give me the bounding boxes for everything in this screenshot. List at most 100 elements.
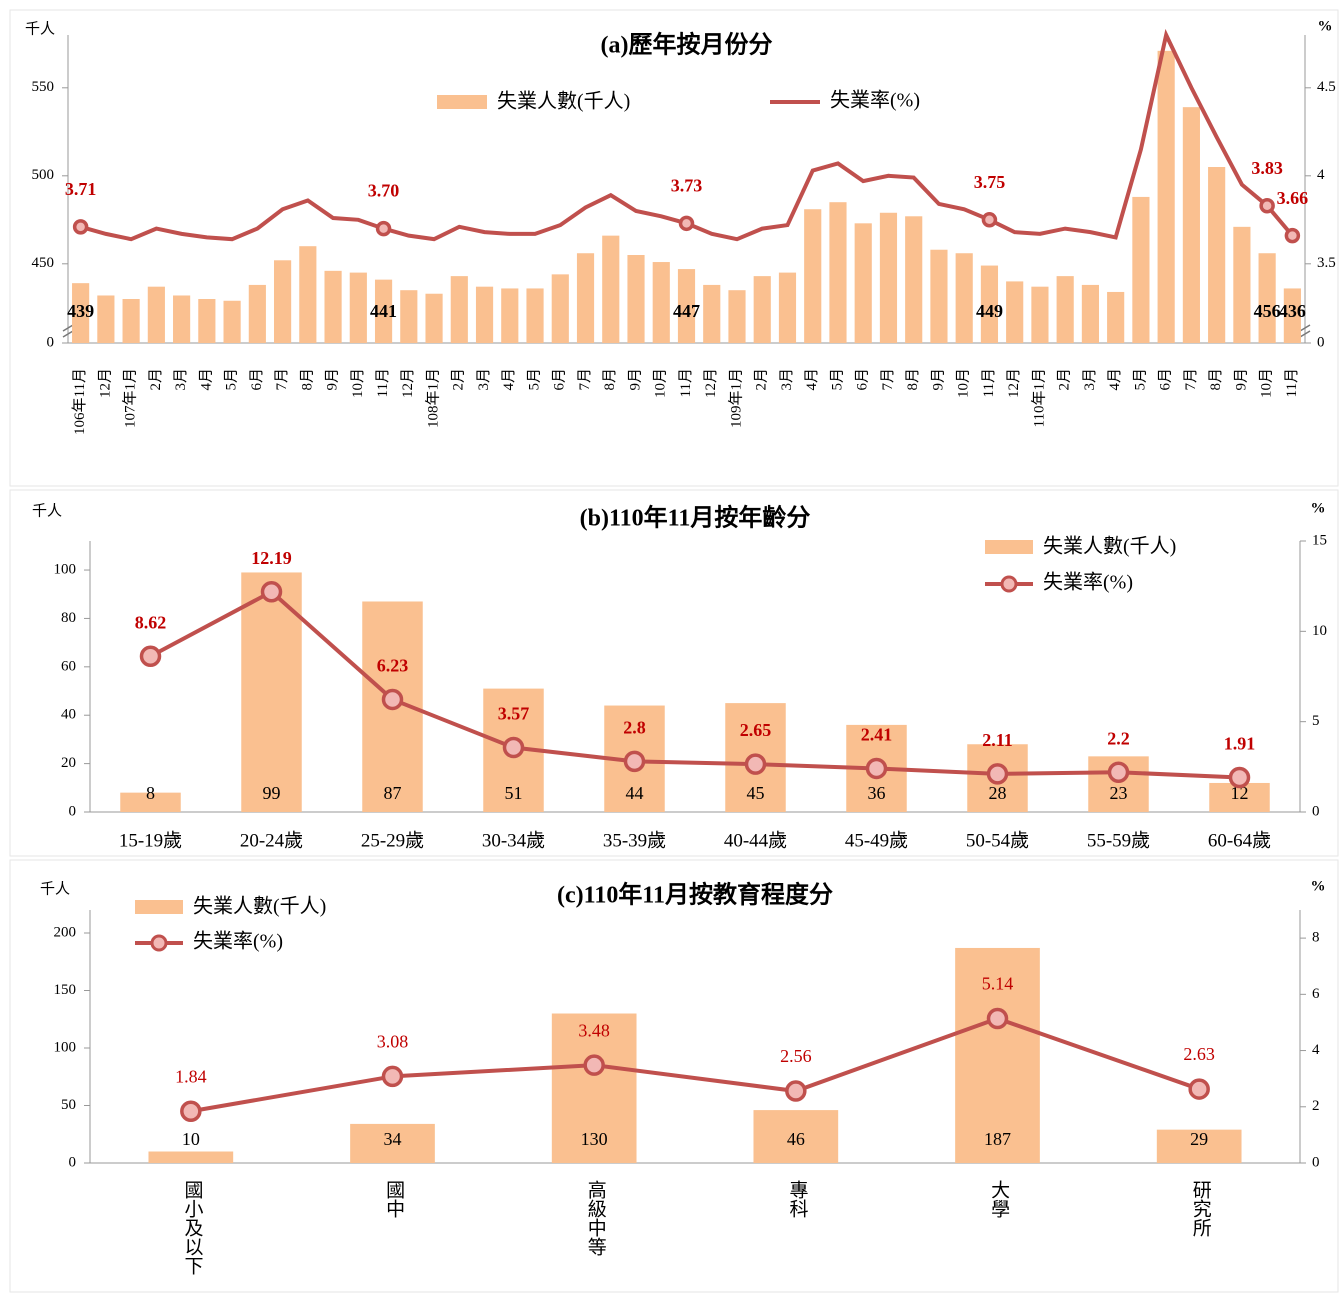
bar: [147, 286, 165, 343]
rate-value-label: 2.41: [861, 725, 893, 745]
rate-marker: [583, 1054, 605, 1076]
bar: [1006, 281, 1024, 343]
bar: [576, 253, 595, 343]
x-tick-label: 35-39歲: [603, 829, 666, 851]
x-tick-label: 8月: [1208, 368, 1224, 391]
x-tick-label: 11月: [981, 368, 997, 397]
bar: [627, 255, 645, 343]
bar-value-label: 36: [868, 783, 886, 803]
rate-marker: [260, 581, 283, 603]
bar: [120, 792, 181, 812]
x-tick-label: 9月: [930, 368, 946, 391]
bar-value-label: 46: [787, 1129, 805, 1149]
bar-value-label: 51: [505, 783, 523, 803]
x-tick-label: 10月: [1259, 368, 1275, 398]
panel-border: [9, 859, 1339, 1293]
bar: [854, 223, 872, 343]
bar: [350, 1123, 435, 1163]
bar: [148, 1151, 234, 1163]
bar: [475, 286, 494, 343]
y2-tick-label: 4: [1312, 1042, 1320, 1058]
bar-value-label: 436: [1279, 301, 1306, 321]
x-tick-label: 研究所: [1190, 1180, 1212, 1237]
y2-tick-label: 10: [1312, 623, 1327, 639]
rate-marker: [502, 736, 525, 759]
bar: [400, 290, 418, 343]
rate-value-label: 12.19: [251, 548, 292, 568]
y2-unit: %: [1311, 500, 1326, 516]
y2-tick-label: 0: [1317, 334, 1325, 350]
x-tick-label: 110年1月: [1030, 368, 1047, 427]
bar: [324, 270, 342, 343]
panel-border: [9, 9, 1339, 487]
x-tick-label: 國小及以下: [181, 1180, 203, 1275]
bar: [677, 269, 696, 343]
bar: [652, 262, 670, 343]
y2-tick-label: 3.5: [1317, 255, 1336, 271]
rate-value-label: 3.83: [1251, 158, 1283, 178]
x-tick-label: 8月: [905, 368, 921, 391]
bar: [1056, 276, 1074, 343]
rate-marker: [1188, 1078, 1210, 1100]
rate-marker: [1228, 766, 1251, 789]
rate-marker: [381, 1065, 404, 1088]
x-tick-label: 11月: [1284, 368, 1300, 397]
legend-label: 失業率(%): [830, 89, 920, 112]
x-tick-label: 8月: [299, 368, 315, 391]
y2-tick-label: 5: [1312, 713, 1320, 729]
x-tick-label: 55-59歲: [1087, 829, 1150, 851]
bar: [905, 216, 923, 343]
x-tick-label: 專科: [786, 1180, 808, 1218]
bar-value-label: 99: [263, 783, 281, 803]
y-tick-label: 0: [69, 1154, 77, 1170]
x-tick-label: 108年1月: [424, 368, 441, 428]
chart-title: (c)110年11月按教育程度分: [557, 881, 833, 909]
x-tick-label: 9月: [1233, 368, 1249, 391]
bar: [248, 284, 266, 343]
bar-value-label: 12: [1231, 783, 1249, 803]
x-tick-label: 3月: [1082, 368, 1098, 391]
x-tick-label: 7月: [274, 368, 290, 391]
bar: [778, 272, 797, 343]
x-tick-label: 60-64歲: [1208, 829, 1271, 851]
y-unit: 千人: [25, 20, 55, 37]
legend-label: 失業率(%): [1043, 571, 1133, 594]
rate-value-label: 2.56: [780, 1046, 812, 1066]
rate-marker: [1259, 197, 1275, 214]
rate-marker: [986, 1007, 1009, 1030]
bar-value-label: 456: [1254, 301, 1281, 321]
y-tick-label: 0: [47, 334, 55, 350]
y-tick-label: 500: [32, 167, 55, 183]
rate-value-label: 3.08: [377, 1032, 409, 1052]
rate-marker: [865, 757, 888, 780]
x-tick-label: 30-34歲: [482, 829, 545, 851]
rate-value-label: 3.48: [578, 1020, 610, 1040]
x-tick-label: 2月: [754, 368, 770, 391]
bar: [122, 299, 140, 343]
x-tick-label: 4月: [1107, 368, 1123, 391]
legend-marker: [1000, 575, 1018, 593]
x-tick-label: 7月: [880, 368, 896, 391]
x-tick-label: 109年1月: [727, 368, 744, 428]
bar: [1031, 286, 1049, 343]
rate-line: [190, 1016, 1200, 1114]
rate-marker: [1284, 227, 1301, 244]
x-tick-label: 6月: [552, 368, 568, 391]
y-tick-label: 50: [61, 1097, 76, 1113]
y2-unit: %: [1318, 18, 1333, 34]
x-tick-label: 5月: [526, 368, 542, 391]
x-tick-label: 7月: [1183, 368, 1199, 391]
x-tick-label: 高級中等: [585, 1180, 607, 1256]
bar: [1107, 291, 1125, 343]
bar-value-label: 23: [1110, 783, 1128, 803]
bar: [1182, 107, 1200, 343]
y-tick-label: 150: [54, 982, 77, 998]
x-tick-label: 6月: [1158, 368, 1174, 391]
x-tick-label: 大學: [988, 1180, 1010, 1219]
bar-value-label: 439: [67, 301, 94, 321]
x-tick-label: 2月: [148, 368, 164, 391]
x-tick-label: 25-29歲: [361, 829, 424, 851]
x-tick-label: 9月: [627, 368, 643, 391]
x-tick-label: 12月: [97, 368, 113, 398]
x-tick-label: 12月: [1006, 368, 1022, 398]
